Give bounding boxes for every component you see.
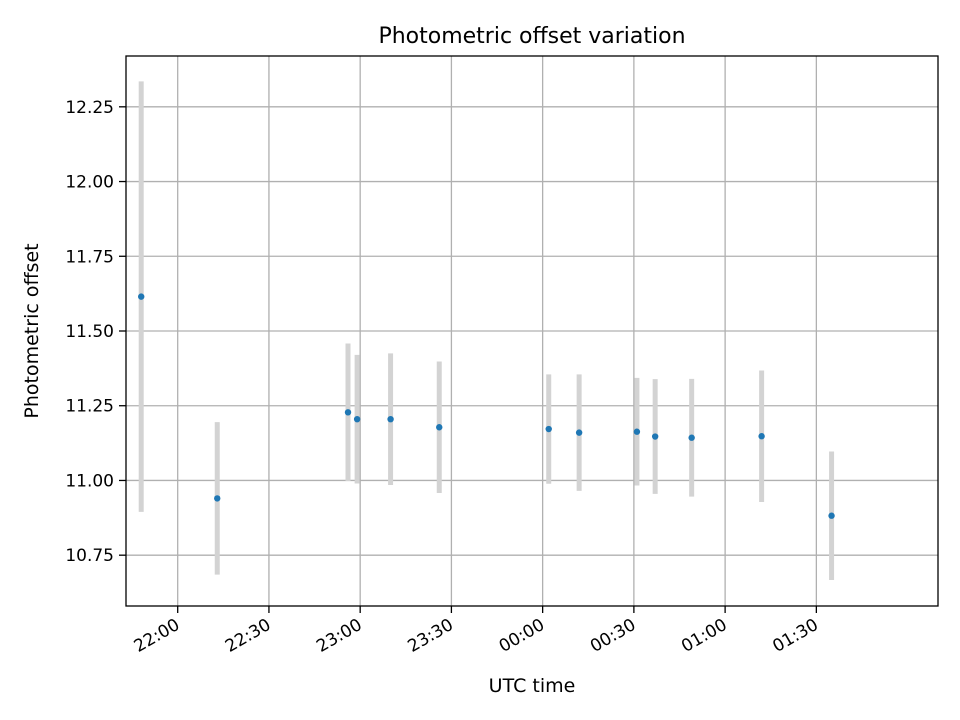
y-tick-label: 11.75 (65, 247, 114, 267)
x-tick-label: 01:30 (769, 615, 821, 657)
x-tick-label: 22:30 (222, 615, 274, 657)
y-axis-ticks: 10.75 11.00 11.25 11.50 11.75 12.00 12.25 (65, 98, 126, 566)
data-point (387, 415, 394, 423)
x-tick-label: 23:00 (313, 615, 365, 657)
data-point (758, 433, 765, 440)
y-tick-label: 12.25 (65, 98, 114, 118)
x-tick-label: 23:30 (404, 615, 456, 657)
data-point (214, 495, 221, 502)
y-tick-label: 11.00 (65, 471, 114, 491)
chart-title: Photometric offset variation (378, 24, 685, 49)
data-point (344, 409, 352, 416)
data-point (651, 433, 659, 440)
y-tick-label: 11.25 (65, 397, 114, 417)
x-axis-ticks: 22:00 22:30 23:00 23:30 00:00 00:30 01:00 01:30 (131, 606, 822, 657)
y-tick-label: 10.75 (65, 546, 114, 566)
data-point (436, 424, 443, 431)
y-tick-label: 12.00 (65, 173, 114, 193)
data-point (353, 415, 361, 423)
x-tick-label: 00:00 (496, 615, 548, 657)
data-point (633, 428, 641, 435)
data-point (688, 434, 695, 441)
y-axis-label: Photometric offset (21, 243, 43, 418)
data-point (545, 425, 552, 433)
x-axis-label: UTC time (489, 675, 576, 697)
data-point (138, 293, 145, 300)
data-point (828, 512, 835, 519)
grid (126, 56, 938, 606)
x-tick-label: 22:00 (131, 615, 183, 657)
x-tick-label: 00:30 (587, 615, 639, 657)
y-tick-label: 11.50 (65, 322, 114, 342)
x-tick-label: 01:00 (678, 615, 730, 657)
data-points (138, 293, 835, 519)
data-point (575, 429, 583, 436)
